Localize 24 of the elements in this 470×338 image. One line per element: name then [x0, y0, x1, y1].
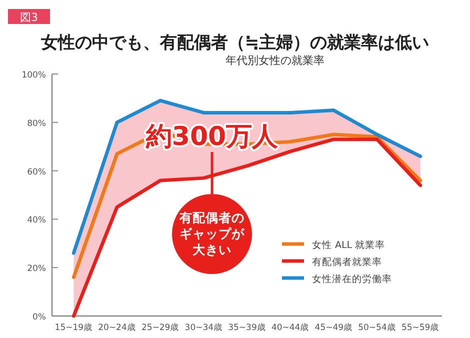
y-tick-label: 20% — [27, 264, 46, 274]
x-tick-label: 40~44歳 — [271, 322, 310, 333]
x-tick-label: 30~34歳 — [184, 322, 223, 333]
chart-title: 女性の中でも、有配偶者（≒主婦）の就業率は低い — [40, 33, 430, 53]
y-tick-label: 40% — [27, 216, 46, 226]
legend-label: 有配偶者就業率 — [312, 256, 382, 268]
legend-label: 女性 ALL 就業率 — [312, 239, 386, 251]
chart-subtitle: 年代別女性の就業率 — [226, 54, 324, 67]
annotation: 有配偶者の — [178, 210, 244, 225]
y-tick-label: 80% — [27, 118, 46, 129]
y-tick-label: 100% — [22, 70, 46, 80]
x-tick-label: 25~29歳 — [141, 322, 180, 333]
y-tick-label: 0% — [32, 312, 46, 322]
x-tick-label: 15~19歳 — [54, 322, 93, 333]
caption: 図3 — [20, 11, 38, 24]
x-tick-label: 55~59歳 — [401, 322, 440, 333]
annotation: ギャップが — [180, 226, 246, 241]
legend-label: 女性潜在的労働率 — [312, 273, 392, 285]
annotation: 大きい — [192, 242, 232, 257]
x-tick-label: 50~54歳 — [358, 322, 396, 333]
x-tick-label: 20~24歳 — [98, 322, 136, 333]
x-tick-label: 35~39歳 — [228, 322, 266, 333]
x-tick-label: 45~49歳 — [314, 322, 353, 333]
y-tick-label: 60% — [27, 167, 46, 178]
